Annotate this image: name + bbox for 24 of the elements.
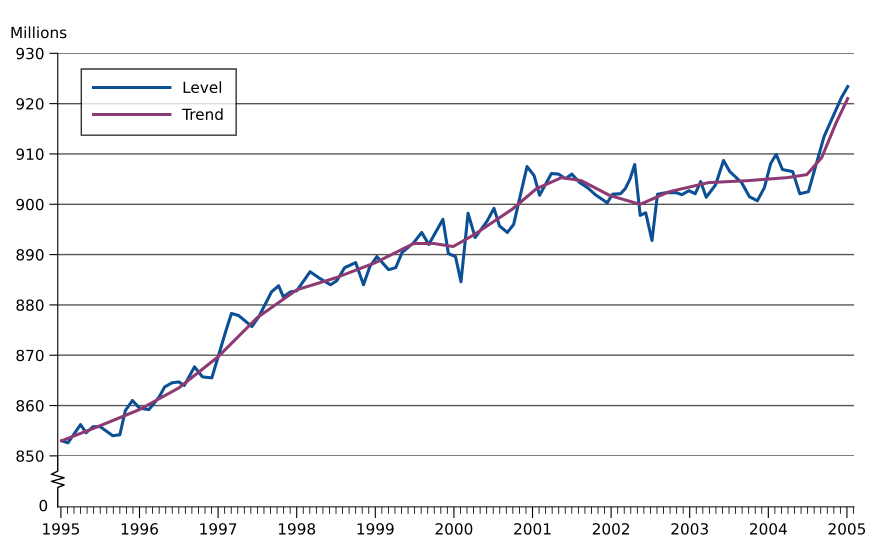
y-tick-label: 880 <box>16 299 44 311</box>
legend-label: Level <box>184 81 222 94</box>
text: 0 <box>39 500 48 512</box>
y-tick-label: 930 <box>16 48 44 60</box>
x-tick-label: 2000 <box>436 523 472 535</box>
x-tick-label: 2003 <box>671 523 708 535</box>
legend-label: Trend <box>182 108 223 120</box>
x-tick-label: 2002 <box>592 523 630 535</box>
x-tick-label: 1997 <box>200 523 236 535</box>
x-tick-label: 1996 <box>122 523 158 535</box>
x-tick-label: 1995 <box>43 523 79 535</box>
y-tick-label: 900 <box>16 198 44 210</box>
x-tick-label: 1999 <box>358 523 394 535</box>
x-tick-label: 2005 <box>828 523 866 535</box>
y-tick-label: 860 <box>16 400 44 412</box>
x-tick-label: 1998 <box>278 523 316 535</box>
y-tick-label: 850 <box>16 450 44 462</box>
y-tick-label: 890 <box>16 249 44 261</box>
x-tick-label: 2001 <box>514 523 551 535</box>
y-axis-title: Millions <box>11 26 66 38</box>
x-tick-label: 2004 <box>750 523 787 535</box>
y-tick-label: 870 <box>16 350 44 362</box>
y-tick-label: 920 <box>16 98 44 110</box>
y-tick-label: 910 <box>16 148 44 160</box>
